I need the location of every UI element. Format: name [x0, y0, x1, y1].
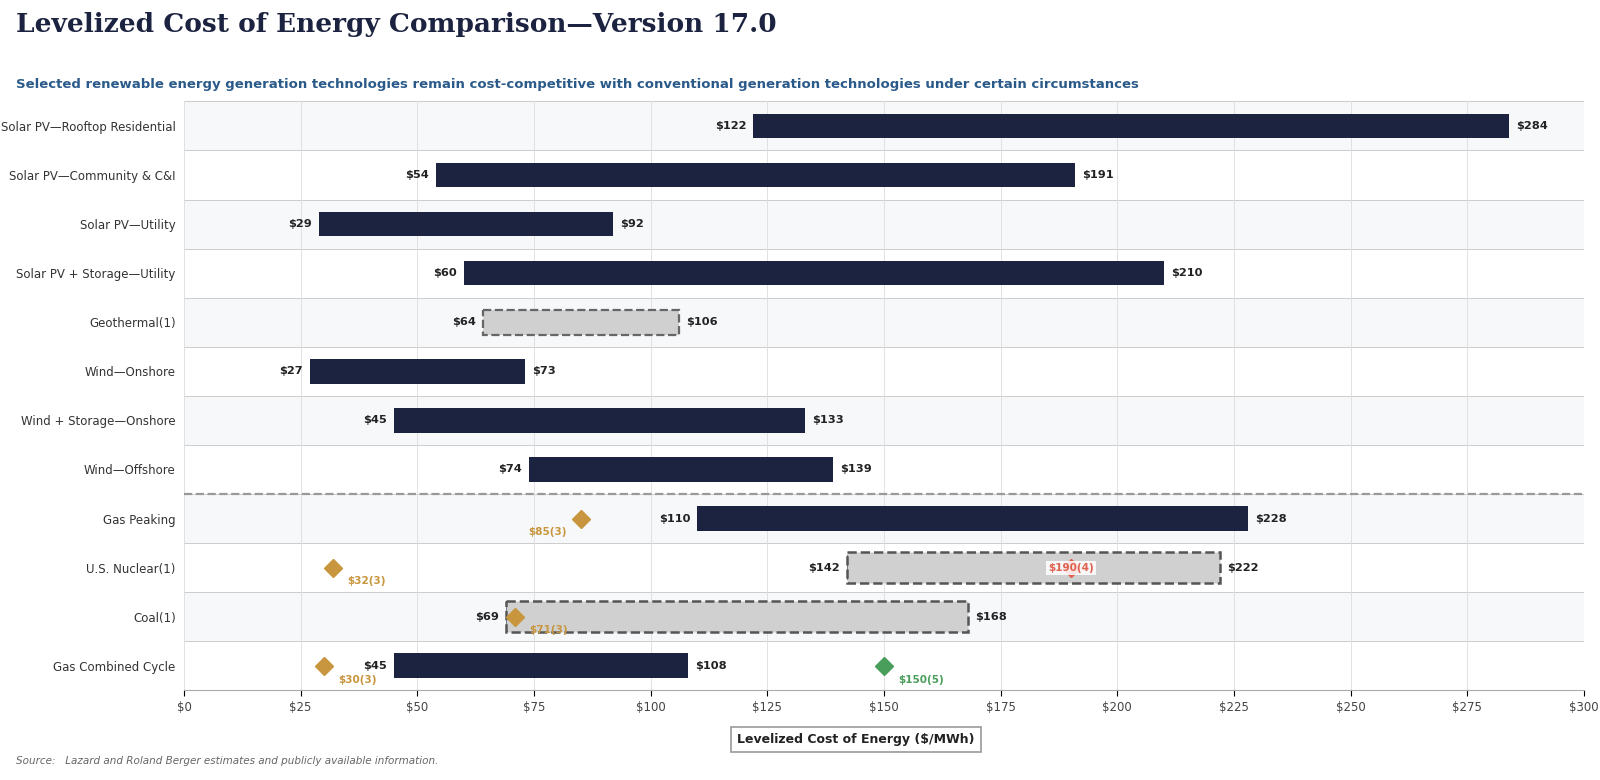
Bar	[184, 543, 1584, 592]
Text: $74: $74	[499, 464, 522, 474]
Bar	[184, 200, 1584, 249]
Bar	[310, 359, 525, 384]
Text: Levelized Cost of Energy Comparison—Version 17.0: Levelized Cost of Energy Comparison—Vers…	[16, 12, 776, 37]
Bar	[184, 347, 1584, 395]
Text: $168: $168	[974, 612, 1006, 622]
Text: $27: $27	[280, 367, 302, 376]
Text: $106: $106	[686, 317, 717, 328]
Text: $284: $284	[1517, 121, 1549, 131]
Text: Levelized Cost of Energy ($/MWh): Levelized Cost of Energy ($/MWh)	[738, 733, 974, 746]
Text: $210: $210	[1171, 268, 1203, 278]
Text: $29: $29	[288, 219, 312, 229]
Bar	[184, 641, 1584, 690]
Bar	[754, 114, 1509, 138]
FancyBboxPatch shape	[846, 552, 1221, 583]
Bar	[184, 592, 1584, 641]
Text: $71(3): $71(3)	[530, 626, 568, 636]
Bar	[394, 654, 688, 678]
Bar	[506, 604, 968, 629]
Text: $139: $139	[840, 464, 872, 474]
FancyBboxPatch shape	[506, 601, 968, 633]
Text: $222: $222	[1227, 562, 1259, 573]
Text: $54: $54	[405, 170, 429, 180]
Text: $110: $110	[659, 513, 690, 523]
Text: $108: $108	[694, 661, 726, 671]
Bar	[184, 298, 1584, 347]
Text: $45: $45	[363, 416, 387, 425]
Text: $45: $45	[363, 661, 387, 671]
Text: $133: $133	[811, 416, 843, 425]
Text: Source:   Lazard and Roland Berger estimates and publicly available information.: Source: Lazard and Roland Berger estimat…	[16, 756, 438, 766]
Text: $228: $228	[1254, 513, 1286, 523]
Text: $142: $142	[808, 562, 840, 573]
Text: Renewable Energy: Renewable Energy	[5, 290, 163, 305]
Bar	[184, 151, 1584, 200]
Text: $30(3): $30(3)	[338, 675, 376, 685]
Text: $32(3): $32(3)	[347, 576, 386, 587]
Text: $150(5): $150(5)	[898, 675, 944, 685]
Bar	[184, 101, 1584, 151]
Bar	[184, 249, 1584, 298]
Bar	[320, 212, 613, 236]
Text: $69: $69	[475, 612, 499, 622]
Text: $122: $122	[715, 121, 746, 131]
Bar	[698, 506, 1248, 531]
Text: $85(3): $85(3)	[528, 527, 566, 537]
Text: $73: $73	[531, 367, 555, 376]
Text: Conventional
Energy(2): Conventional Energy(2)	[27, 576, 141, 608]
Bar	[435, 163, 1075, 187]
Bar	[530, 457, 832, 482]
Text: $92: $92	[621, 219, 645, 229]
Text: $60: $60	[434, 268, 458, 278]
Bar	[394, 408, 805, 433]
Bar	[184, 445, 1584, 494]
Text: $64: $64	[451, 317, 475, 328]
Bar	[184, 395, 1584, 445]
FancyBboxPatch shape	[483, 310, 678, 335]
Text: $191: $191	[1082, 170, 1114, 180]
Bar	[846, 555, 1221, 580]
Text: Selected renewable energy generation technologies remain cost-competitive with c: Selected renewable energy generation tec…	[16, 78, 1139, 91]
Bar	[184, 494, 1584, 543]
Text: $190(4): $190(4)	[1048, 562, 1093, 573]
Bar	[464, 261, 1165, 285]
